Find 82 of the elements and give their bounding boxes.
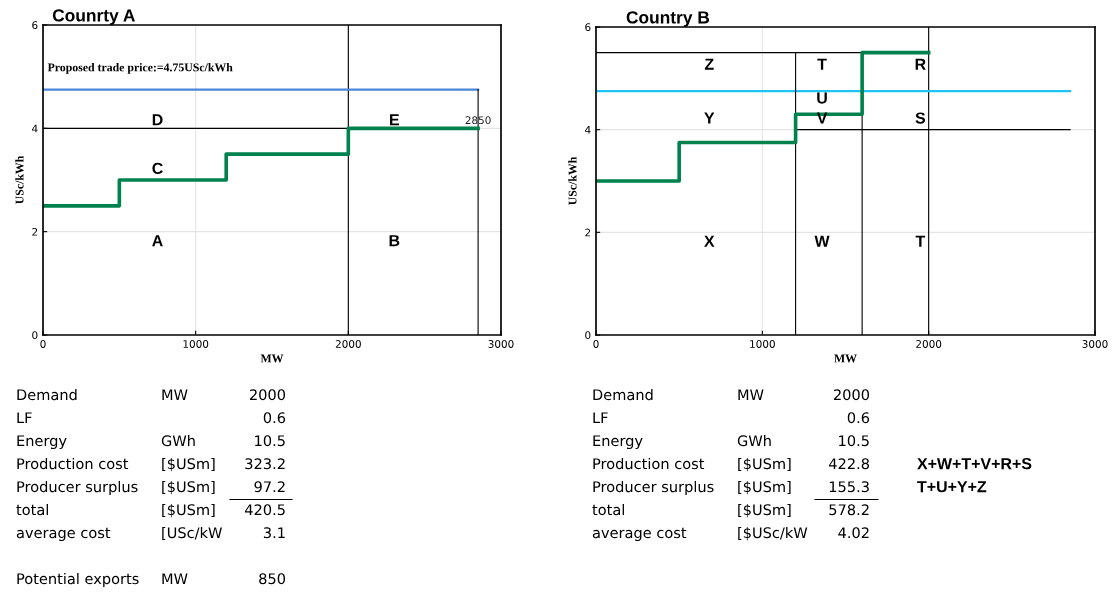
- annotation: Proposed trade price:=4.75USc/kWh: [47, 63, 233, 74]
- text: Producer surplus: [17, 480, 138, 496]
- x-tick-label: 2000: [916, 340, 942, 348]
- text: GWh: [737, 434, 771, 447]
- text: average cost: [16, 527, 111, 542]
- text: LF: [593, 412, 608, 424]
- y-axis-title: USc/kWh: [15, 155, 24, 204]
- text: [$USm]: [738, 480, 791, 495]
- x-tick-label: 0: [593, 340, 599, 348]
- text: [$USm]: [738, 457, 791, 472]
- text: 0.6: [263, 412, 286, 424]
- text: 155.3: [829, 481, 869, 493]
- text: [$USm]: [162, 457, 215, 472]
- x-tick-label: 0: [40, 340, 46, 348]
- text: MW: [162, 389, 188, 401]
- text: 2000: [249, 389, 286, 401]
- text: 4.02: [838, 527, 869, 539]
- y-tick-label: 2: [585, 228, 591, 237]
- y-tick-label: 0: [585, 331, 591, 340]
- y-tick-label: 4: [32, 124, 38, 133]
- text: 422.8: [828, 458, 869, 470]
- annotation: T: [915, 235, 926, 247]
- chart-title: Country B: [626, 11, 710, 27]
- y-tick-label: 6: [32, 21, 38, 30]
- text: 850: [259, 573, 286, 585]
- text: T+U+Y+Z: [917, 481, 987, 493]
- annotation: Y: [704, 112, 715, 124]
- annotation: X: [704, 235, 715, 247]
- text: LF: [17, 412, 32, 424]
- text: total: [16, 503, 48, 516]
- text: GWh: [161, 434, 195, 447]
- y-tick-label: 4: [585, 126, 591, 134]
- x-axis-title: MW: [834, 354, 857, 363]
- text: MW: [162, 573, 188, 585]
- text: 3.1: [263, 527, 285, 539]
- text: Demand: [593, 388, 653, 401]
- x-tick-label: 1000: [183, 340, 209, 348]
- y-tick-label: 6: [585, 23, 591, 32]
- text: Production cost: [17, 457, 129, 470]
- text: total: [592, 503, 624, 516]
- text: [USc/kW: [162, 526, 222, 540]
- x-tick-label: 1000: [750, 340, 775, 348]
- y-tick-label: 2: [32, 227, 38, 236]
- annotation: D: [152, 114, 163, 126]
- text: Potential exports: [17, 572, 139, 588]
- text: Demand: [17, 388, 77, 401]
- annotation: C: [152, 162, 163, 175]
- text: [$USc/kW: [738, 526, 808, 541]
- y-axis-title: USc/kWh: [568, 156, 577, 205]
- text: 2000: [833, 389, 870, 401]
- text: Producer surplus: [593, 480, 714, 496]
- text: [$USm]: [162, 503, 215, 518]
- text: 578.2: [829, 504, 869, 516]
- text: Energy: [593, 435, 643, 450]
- text: Energy: [17, 435, 67, 450]
- text: MW: [738, 389, 764, 401]
- annotation: U: [817, 92, 827, 104]
- text: [$USm]: [162, 480, 215, 495]
- text: 420.5: [244, 504, 285, 516]
- annotation: T: [817, 58, 827, 70]
- annotation: R: [915, 58, 926, 70]
- annotation: W: [814, 235, 830, 247]
- annotation: E: [390, 114, 399, 126]
- text: 323.2: [245, 458, 285, 470]
- text: X+W+T+V+R+S: [917, 457, 1032, 470]
- annotation: B: [389, 235, 400, 247]
- x-axis-title: MW: [260, 354, 284, 363]
- x-tick-label: 3000: [488, 340, 514, 348]
- text: Production cost: [593, 457, 705, 470]
- annotation: S: [915, 112, 926, 124]
- annotation: Z: [704, 58, 714, 70]
- x-tick-label: 3000: [1082, 340, 1108, 348]
- text: average cost: [592, 527, 687, 542]
- text: [$USm]: [738, 503, 791, 518]
- chart-title: Counrty A: [52, 9, 135, 25]
- text: 0.6: [847, 412, 870, 424]
- y-tick-label: 0: [32, 331, 38, 340]
- annotation: A: [152, 235, 163, 247]
- x-tick-label: 2000: [335, 340, 361, 348]
- text: 10.5: [839, 435, 869, 447]
- text: 10.5: [255, 435, 285, 447]
- text: 97.2: [254, 481, 285, 493]
